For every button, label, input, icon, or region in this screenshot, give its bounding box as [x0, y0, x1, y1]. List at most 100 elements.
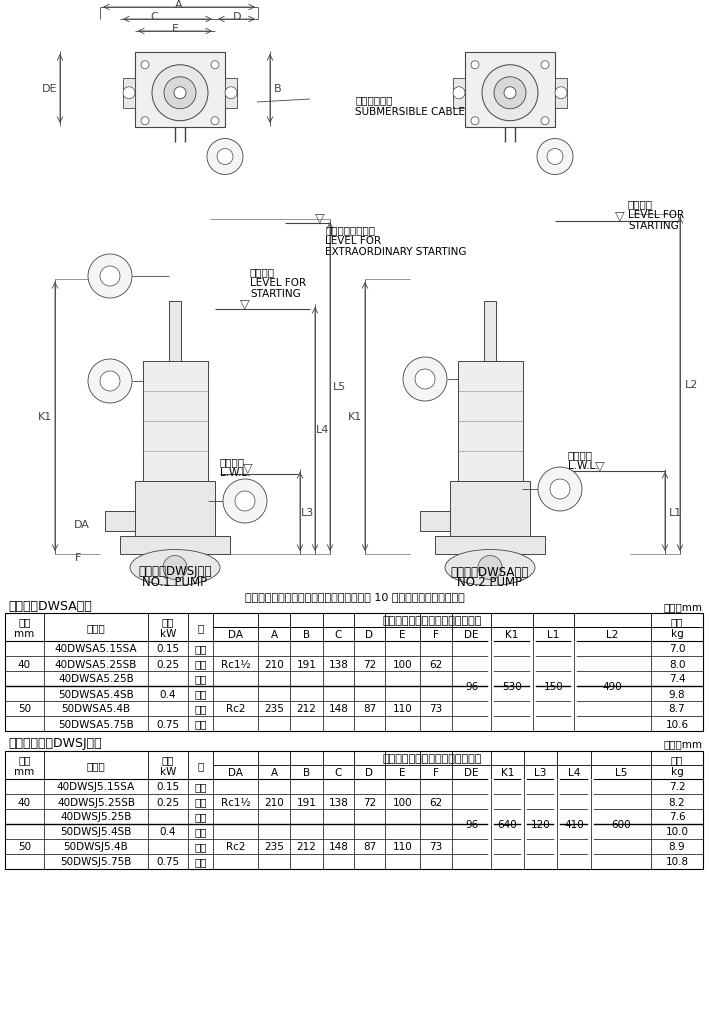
Text: 50DWSA5.4B: 50DWSA5.4B — [62, 704, 131, 714]
Text: F: F — [433, 767, 439, 777]
Text: 50DWSA5.75B: 50DWSA5.75B — [58, 719, 134, 729]
Text: 62: 62 — [430, 797, 442, 807]
Circle shape — [538, 467, 582, 512]
Text: 40: 40 — [18, 797, 31, 807]
Text: 三相: 三相 — [195, 856, 207, 866]
Circle shape — [174, 88, 186, 100]
Circle shape — [223, 479, 267, 524]
Circle shape — [415, 370, 435, 389]
Text: 7.2: 7.2 — [669, 782, 685, 792]
Circle shape — [141, 62, 149, 70]
Text: 148: 148 — [329, 842, 349, 851]
Bar — [453, 79, 465, 108]
Bar — [135, 481, 215, 537]
Text: 相: 相 — [197, 623, 204, 632]
Text: 10.0: 10.0 — [665, 827, 689, 837]
Text: K1: K1 — [38, 412, 52, 422]
Text: L3: L3 — [301, 507, 315, 517]
Text: L.W.L.: L.W.L. — [568, 461, 599, 470]
Text: 自動交互形（DWSJ型）: 自動交互形（DWSJ型） — [8, 737, 102, 750]
Text: 三相: 三相 — [195, 719, 207, 729]
Circle shape — [541, 117, 549, 125]
Ellipse shape — [445, 550, 535, 586]
Text: 8.9: 8.9 — [669, 842, 685, 851]
Text: 0.75: 0.75 — [156, 719, 180, 729]
Text: 9.8: 9.8 — [669, 688, 685, 699]
Text: 40: 40 — [18, 659, 31, 669]
Circle shape — [88, 255, 132, 298]
Text: 口径
mm: 口径 mm — [14, 754, 35, 776]
Text: DE: DE — [464, 767, 479, 777]
Text: 40DWSJ5.25SB: 40DWSJ5.25SB — [57, 797, 135, 807]
Bar — [5, 751, 703, 869]
Text: K1: K1 — [501, 767, 514, 777]
Text: 単相: 単相 — [195, 688, 207, 699]
Text: F: F — [433, 630, 439, 639]
Text: 490: 490 — [603, 681, 623, 692]
Text: Rc2: Rc2 — [226, 704, 245, 714]
Text: ▽: ▽ — [240, 297, 250, 310]
Text: 10.6: 10.6 — [665, 719, 689, 729]
Bar — [465, 53, 555, 127]
Text: 水中ケーブル: 水中ケーブル — [355, 95, 393, 105]
Text: B: B — [303, 767, 310, 777]
Circle shape — [555, 88, 567, 100]
Circle shape — [217, 150, 233, 166]
Bar — [435, 537, 545, 554]
Text: 単相: 単相 — [195, 659, 207, 669]
Text: A: A — [271, 630, 278, 639]
Text: 40DWSA5.25B: 40DWSA5.25B — [58, 674, 134, 683]
Text: 0.4: 0.4 — [160, 827, 176, 837]
Text: 110: 110 — [393, 842, 413, 851]
Text: C: C — [335, 630, 342, 639]
Text: 単相: 単相 — [195, 782, 207, 792]
Circle shape — [547, 150, 563, 166]
Text: DA: DA — [228, 767, 243, 777]
Text: 72: 72 — [363, 659, 376, 669]
Text: 質量
kg: 質量 kg — [671, 617, 683, 638]
Circle shape — [471, 117, 479, 125]
Text: 96: 96 — [465, 819, 478, 829]
Text: 始動水位: 始動水位 — [628, 199, 653, 209]
Text: 50DWSJ5.4SB: 50DWSJ5.4SB — [60, 827, 131, 837]
Text: ▽: ▽ — [595, 459, 605, 472]
Text: 出力
kW: 出力 kW — [160, 754, 176, 776]
Text: 110: 110 — [393, 704, 413, 714]
Text: 停止水位: 停止水位 — [220, 457, 245, 466]
Text: B: B — [303, 630, 310, 639]
Text: EXTRAORDINARY STARTING: EXTRAORDINARY STARTING — [325, 247, 466, 257]
Text: L3: L3 — [535, 767, 547, 777]
Text: 100: 100 — [393, 659, 413, 669]
Circle shape — [541, 62, 549, 70]
Text: 単相: 単相 — [195, 644, 207, 654]
Circle shape — [163, 556, 187, 580]
Text: 0.15: 0.15 — [156, 782, 180, 792]
Text: 73: 73 — [430, 704, 442, 714]
Text: D: D — [366, 630, 373, 639]
Bar — [484, 301, 496, 362]
Text: SUBMERSIBLE CABLE: SUBMERSIBLE CABLE — [355, 107, 465, 117]
Text: LEVEL FOR: LEVEL FOR — [325, 236, 381, 246]
Bar — [5, 614, 703, 731]
Text: 7.6: 7.6 — [669, 812, 685, 822]
Text: Rc2: Rc2 — [226, 842, 245, 851]
Text: A: A — [175, 0, 182, 10]
Text: B: B — [274, 84, 282, 94]
Text: 138: 138 — [329, 797, 349, 807]
Circle shape — [207, 140, 243, 175]
Circle shape — [504, 88, 516, 100]
Circle shape — [403, 358, 447, 401]
Text: 0.25: 0.25 — [156, 797, 180, 807]
Text: 210: 210 — [264, 797, 284, 807]
Text: 191: 191 — [297, 659, 317, 669]
Bar — [555, 79, 567, 108]
Text: 235: 235 — [264, 704, 284, 714]
Text: 10.8: 10.8 — [665, 856, 689, 866]
Text: 単相: 単相 — [195, 827, 207, 837]
Circle shape — [141, 117, 149, 125]
Text: 410: 410 — [564, 819, 584, 829]
Circle shape — [494, 78, 526, 109]
Text: L5: L5 — [334, 382, 346, 392]
Circle shape — [471, 62, 479, 70]
Text: 機　名: 機 名 — [87, 623, 105, 632]
